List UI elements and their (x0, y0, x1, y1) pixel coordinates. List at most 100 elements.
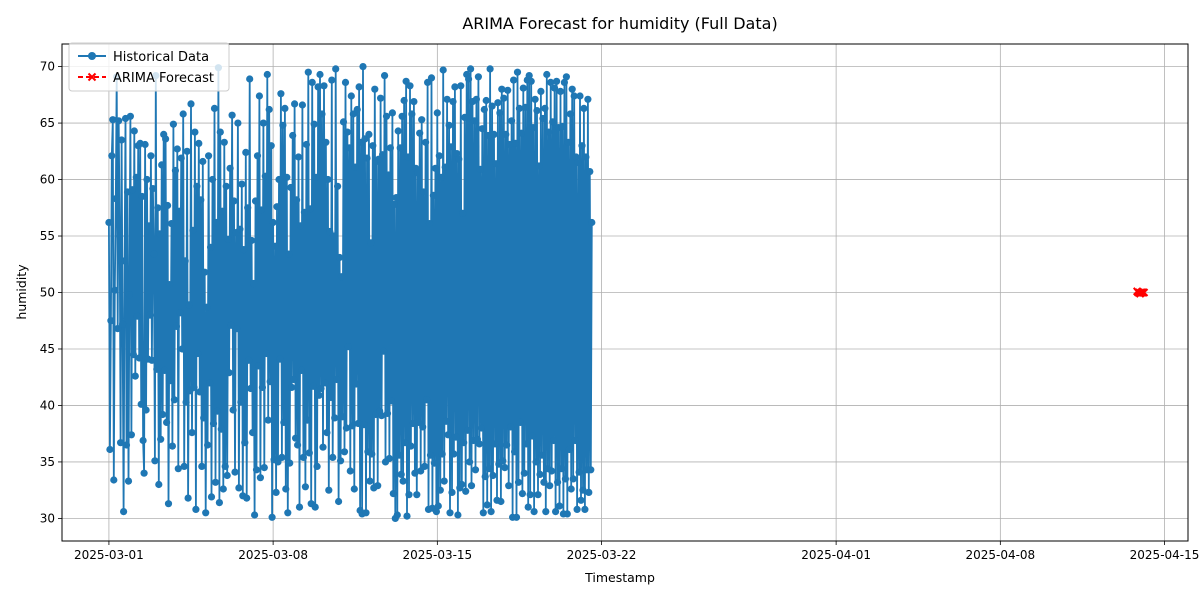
historical-point (499, 457, 507, 465)
historical-point (279, 121, 287, 129)
historical-point (345, 144, 353, 152)
historical-point (178, 345, 186, 353)
historical-point (174, 465, 182, 473)
historical-point (166, 377, 175, 385)
historical-point (105, 218, 113, 227)
historical-point (198, 462, 206, 470)
historical-point (212, 218, 220, 227)
historical-point (165, 281, 174, 289)
x-tick-label: 2025-04-15 (1130, 548, 1200, 562)
historical-point (207, 493, 216, 501)
historical-point (137, 400, 145, 408)
historical-point (309, 382, 317, 390)
historical-point (254, 362, 263, 370)
historical-point (481, 473, 489, 481)
historical-point (342, 424, 350, 432)
historical-point (330, 232, 338, 240)
historical-point (350, 485, 358, 493)
historical-point (253, 152, 262, 160)
historical-point (517, 129, 526, 137)
historical-point (498, 85, 506, 93)
historical-point (374, 482, 382, 490)
historical-point (542, 508, 550, 516)
historical-point (445, 121, 453, 129)
historical-point (219, 485, 227, 493)
historical-point (510, 448, 519, 456)
historical-point (467, 482, 476, 490)
historical-point (513, 68, 522, 76)
historical-point (194, 349, 202, 358)
historical-point (217, 425, 225, 433)
historical-point (306, 205, 314, 213)
historical-point (404, 153, 412, 161)
historical-point (110, 476, 118, 484)
historical-point (329, 453, 337, 461)
legend-forecast-label: ARIMA Forecast (113, 71, 214, 86)
historical-point (432, 508, 440, 516)
historical-point (556, 87, 565, 95)
historical-point (327, 393, 335, 402)
historical-point (242, 148, 250, 156)
historical-point (184, 494, 192, 502)
historical-point (571, 436, 579, 445)
historical-point (229, 406, 237, 414)
historical-point (395, 451, 403, 459)
historical-point (449, 98, 457, 106)
historical-point (281, 104, 289, 112)
historical-point (525, 72, 533, 80)
historical-point (551, 84, 559, 92)
historical-point (263, 70, 271, 79)
historical-point (163, 418, 171, 426)
historical-point (538, 451, 546, 459)
historical-point (411, 469, 419, 477)
historical-point (283, 173, 291, 181)
historical-point (572, 153, 580, 161)
historical-point (159, 410, 167, 419)
historical-point (154, 204, 162, 212)
historical-point (318, 110, 326, 118)
x-tick-label: 2025-04-08 (965, 548, 1035, 562)
historical-point (528, 432, 536, 440)
historical-point (461, 113, 469, 121)
historical-point (128, 186, 136, 194)
historical-point (347, 92, 355, 100)
historical-point (119, 320, 127, 328)
historical-point (255, 92, 263, 100)
historical-point (234, 119, 242, 127)
historical-point (526, 491, 534, 499)
historical-point (268, 513, 276, 521)
historical-point (293, 196, 301, 204)
historical-point (554, 478, 562, 486)
historical-point (240, 246, 248, 254)
historical-point (459, 209, 467, 217)
historical-point (441, 163, 449, 171)
historical-point (466, 458, 474, 466)
historical-point (378, 412, 386, 420)
historical-point (133, 312, 141, 320)
historical-point (576, 92, 584, 100)
historical-point (369, 142, 377, 150)
historical-point (236, 225, 244, 233)
historical-point (555, 502, 564, 510)
historical-point (325, 486, 333, 494)
historical-point (464, 426, 472, 434)
historical-point (380, 347, 388, 355)
historical-point (292, 434, 300, 442)
historical-point (230, 197, 238, 205)
historical-point (157, 435, 165, 443)
historical-point (149, 185, 157, 193)
historical-point (566, 110, 574, 118)
historical-point (353, 105, 361, 114)
historical-point (406, 82, 414, 90)
historical-point (285, 250, 293, 258)
historical-point (125, 291, 133, 299)
historical-point (227, 321, 235, 329)
historical-point (414, 169, 422, 177)
historical-point (265, 105, 273, 114)
x-axis-label: Timestamp (584, 570, 655, 585)
historical-point (241, 439, 249, 447)
historical-point (243, 494, 251, 502)
legend-historical-label: Historical Data (113, 50, 209, 65)
historical-point (588, 218, 596, 227)
